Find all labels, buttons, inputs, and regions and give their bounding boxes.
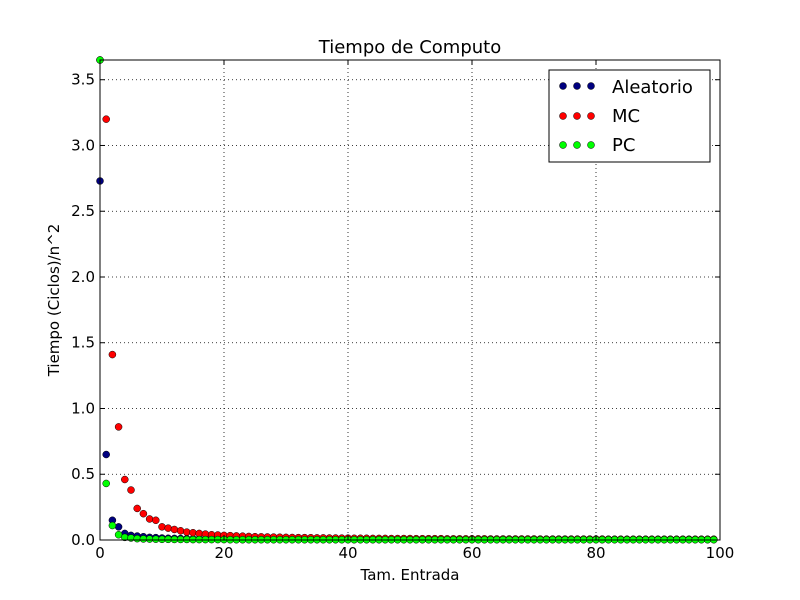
- data-point-mc: [127, 486, 135, 494]
- data-point-mc: [152, 516, 160, 525]
- legend-marker-pc: [559, 141, 567, 149]
- data-point-mc: [176, 527, 185, 535]
- data-point-mc: [133, 504, 141, 513]
- data-point-mc: [114, 423, 123, 431]
- legend: Aleatorio MC PC: [548, 69, 711, 163]
- y-tick-label: 1.5: [71, 334, 95, 352]
- data-point-mc: [183, 528, 191, 536]
- data-point-mc: [158, 523, 166, 531]
- legend-marker-aleatorio: [587, 82, 595, 90]
- x-tick-label: 40: [338, 544, 357, 562]
- data-point-pc: [183, 535, 191, 544]
- x-tick-label: 60: [462, 544, 481, 562]
- legend-marker-pc: [573, 141, 581, 149]
- legend-marker-mc: [587, 112, 595, 120]
- legend-marker-mc: [559, 112, 567, 120]
- y-axis-label: Tiempo (Ciclos)/n^2: [45, 224, 63, 378]
- data-point-pc: [170, 535, 179, 544]
- x-tick-label: 20: [214, 544, 233, 562]
- legend-items: Aleatorio MC PC: [559, 77, 693, 156]
- y-tick-label: 2.0: [71, 268, 95, 286]
- data-point-mc: [189, 529, 197, 537]
- legend-marker-aleatorio: [559, 82, 567, 90]
- data-point-aleatorio: [102, 450, 110, 459]
- data-point-pc: [108, 521, 117, 530]
- y-tick-label: 0.0: [71, 531, 95, 549]
- data-point-mc: [145, 515, 154, 523]
- chart-title: Tiempo de Computo: [318, 37, 501, 58]
- data-point-pc: [139, 535, 148, 543]
- points-layer: [96, 56, 718, 544]
- data-point-pc: [102, 479, 110, 488]
- legend-marker-mc: [573, 112, 581, 120]
- y-tick-label: 1.0: [71, 399, 95, 417]
- legend-marker-pc: [587, 141, 595, 149]
- x-tick-label: 0: [95, 544, 105, 562]
- legend-marker-aleatorio: [573, 82, 581, 90]
- data-point-pc: [133, 534, 141, 543]
- data-point-pc: [152, 535, 160, 543]
- data-point-pc: [114, 530, 123, 539]
- data-point-pc: [164, 535, 172, 544]
- data-point-mc: [170, 525, 179, 534]
- x-axis-label: Tam. Entrada: [360, 566, 460, 584]
- x-tick-label: 80: [586, 544, 605, 562]
- ticks-layer: 0 20 40 60 80 100 0.0 0.5 1.0 1.5 2.0 2.5 3.0 3.5: [71, 60, 734, 562]
- x-tick-label: 100: [706, 544, 735, 562]
- y-tick-label: 2.5: [71, 202, 95, 220]
- y-tick-label: 3.5: [71, 71, 95, 89]
- plot-frame: [99, 59, 721, 541]
- y-tick-label: 0.5: [71, 465, 95, 483]
- data-point-mc: [102, 115, 110, 123]
- data-point-mc: [121, 475, 129, 484]
- data-point-mc: [108, 350, 117, 359]
- legend-label-mc: MC: [612, 106, 640, 127]
- data-point-mc: [164, 524, 172, 532]
- data-point-mc: [139, 509, 148, 518]
- y-tick-label: 3.0: [71, 136, 95, 154]
- data-point-aleatorio: [114, 523, 123, 531]
- legend-label-aleatorio: Aleatorio: [612, 77, 693, 98]
- data-point-pc: [145, 535, 154, 543]
- legend-label-pc: PC: [612, 135, 635, 156]
